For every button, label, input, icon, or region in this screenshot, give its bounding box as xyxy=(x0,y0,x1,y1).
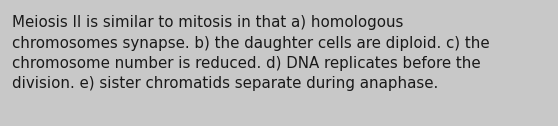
Text: Meiosis II is similar to mitosis in that a) homologous
chromosomes synapse. b) t: Meiosis II is similar to mitosis in that… xyxy=(12,15,490,91)
